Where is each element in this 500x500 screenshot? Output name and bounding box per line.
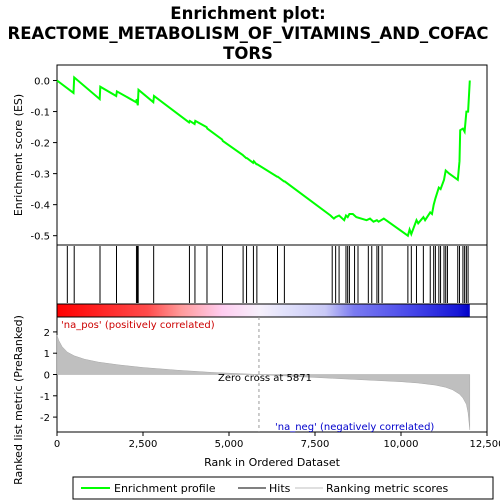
x-tick-label-1: 2,500 xyxy=(129,439,158,450)
ranked-y-axis-label: Ranked list metric (PreRanked) xyxy=(12,315,25,485)
es-y-tick-label-5: -0.5 xyxy=(30,232,50,243)
neg-correlated-label: 'na_neg' (negatively correlated) xyxy=(275,422,434,433)
es-y-axis: 0.0 -0.1 -0.2 -0.3 -0.4 -0.5 xyxy=(30,77,57,243)
legend-label-enrichment-profile: Enrichment profile xyxy=(114,482,216,495)
ranked-y-tick-label-1: 1 xyxy=(44,349,50,360)
color-band-bar xyxy=(57,304,470,317)
es-y-tick-label-2: -0.2 xyxy=(30,139,50,150)
es-y-tick-label-4: -0.4 xyxy=(30,201,50,212)
ranked-y-tick-label-4: -2 xyxy=(40,413,50,424)
es-panel-frame xyxy=(56,64,488,246)
x-axis: 0 2,500 5,000 7,500 10,000 12,500 xyxy=(54,432,500,450)
es-y-tick-label-3: -0.3 xyxy=(30,170,50,181)
ranked-y-tick-label-3: -1 xyxy=(40,392,50,403)
es-y-axis-label: Enrichment score (ES) xyxy=(12,94,25,216)
legend-frame xyxy=(72,476,494,500)
x-tick-label-4: 10,000 xyxy=(384,439,419,450)
zero-cross-label: Zero cross at 5871 xyxy=(218,373,312,384)
x-axis-label: Rank in Ordered Dataset xyxy=(204,456,341,469)
es-y-tick-label-1: -0.1 xyxy=(30,108,50,119)
ranked-y-axis: 2 1 0 -1 -2 xyxy=(40,328,57,424)
enrichment-profile-line xyxy=(56,75,471,238)
x-tick-label-5: 12,500 xyxy=(470,439,500,450)
legend-label-hits: Hits xyxy=(269,482,291,495)
ranked-y-tick-label-2: 0 xyxy=(44,371,50,382)
ranked-y-tick-label-0: 2 xyxy=(44,328,50,339)
chart-title-line-1: Enrichment plot: xyxy=(170,4,325,23)
x-tick-label-2: 5,000 xyxy=(215,439,244,450)
es-y-tick-label-0: 0.0 xyxy=(34,77,50,88)
es-panel: 0.0 -0.1 -0.2 -0.3 -0.4 -0.5 Enrichment score… xyxy=(12,64,488,246)
legend: Enrichment profile Hits Ranking metric s… xyxy=(72,476,494,500)
legend-label-ranking-metric: Ranking metric scores xyxy=(326,482,448,495)
ranked-metric-panel: 2 1 0 -1 -2 'na_pos' (positively correlated)… xyxy=(12,315,488,485)
hits-panel-frame xyxy=(56,244,488,305)
pos-correlated-label: 'na_pos' (positively correlated) xyxy=(61,320,215,331)
x-tick-label-0: 0 xyxy=(54,439,60,450)
chart-title-line-3: TORS xyxy=(223,44,273,63)
hit-marks xyxy=(66,246,469,303)
ranking-metric-area xyxy=(56,335,471,430)
ranking-color-band xyxy=(56,303,488,318)
x-tick-label-3: 7,500 xyxy=(301,439,330,450)
hits-panel xyxy=(56,244,488,305)
chart-title-line-2: REACTOME_METABOLISM_OF_VITAMINS_AND_COFA… xyxy=(8,24,489,43)
